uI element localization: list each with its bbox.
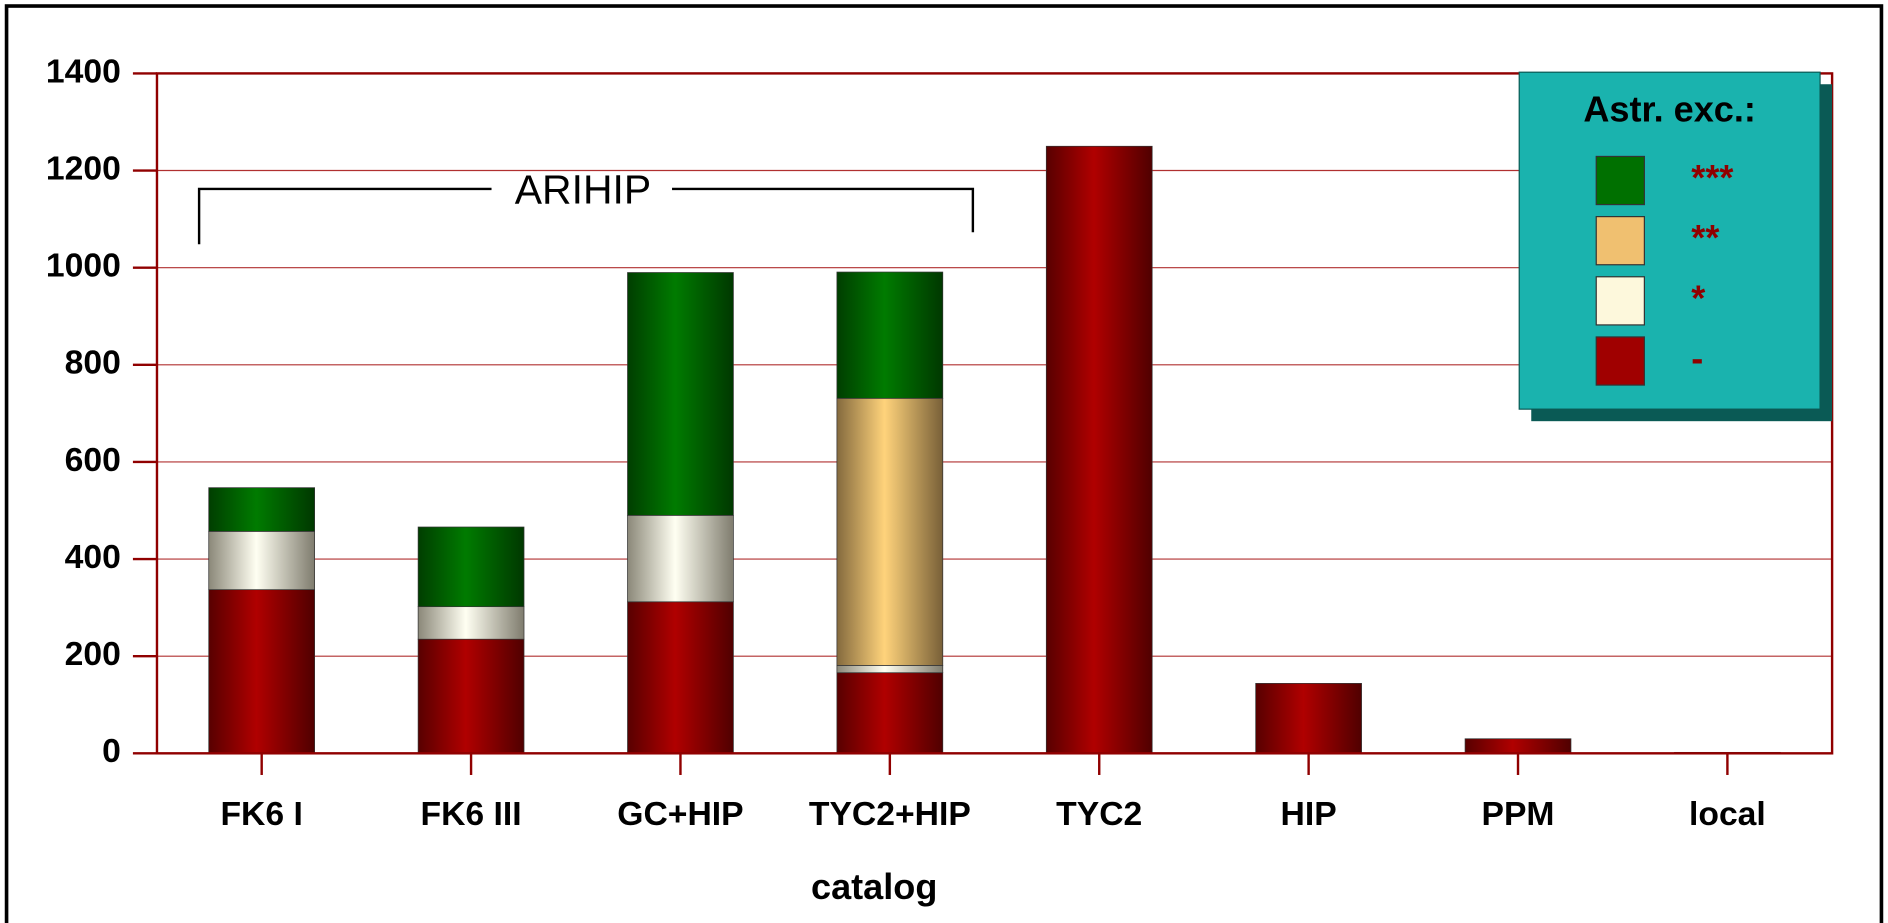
x-tick-label: FK6 I <box>220 796 302 833</box>
x-tick-label: PPM <box>1482 796 1555 833</box>
y-tick-label: 400 <box>65 539 121 576</box>
x-tick-label: FK6 III <box>421 796 522 833</box>
bar-segment <box>836 271 944 399</box>
bar-segment <box>1255 683 1362 754</box>
y-tick-label: 0 <box>102 733 121 770</box>
legend-swatch <box>1595 155 1645 206</box>
x-axis-label: catalog <box>811 866 937 907</box>
y-tick-label: 200 <box>65 636 121 673</box>
bar-segment <box>627 272 734 516</box>
bar-segment <box>417 606 525 640</box>
bar-segment <box>836 665 944 674</box>
x-tick-label: GC+HIP <box>617 796 743 833</box>
frame <box>4 4 1884 923</box>
x-tick-label: local <box>1689 796 1766 833</box>
bar-segment <box>627 601 734 754</box>
annotation: ARIHIP <box>515 166 651 212</box>
bar-segment <box>208 487 315 532</box>
bar-segment <box>1045 145 1153 754</box>
bar-segment <box>417 638 525 754</box>
bar-segment <box>417 526 525 608</box>
y-tick-label: 600 <box>65 442 121 479</box>
y-tick-label: 1400 <box>46 53 121 90</box>
x-tick-label: TYC2 <box>1056 796 1142 833</box>
legend-label: ** <box>1691 217 1720 258</box>
bar-segment <box>208 589 315 754</box>
y-tick-label: 1200 <box>46 150 121 187</box>
legend-label: *** <box>1691 157 1734 198</box>
legend-swatch <box>1595 276 1645 326</box>
bar-segment <box>836 397 944 666</box>
bracket <box>197 187 975 245</box>
legend-swatch <box>1595 336 1645 386</box>
x-tick-label: TYC2+HIP <box>809 796 971 833</box>
legend-title: Astr. exc.: <box>1583 88 1756 129</box>
x-tick-label: HIP <box>1281 796 1337 833</box>
y-tick-label: 800 <box>65 345 121 382</box>
bar-segment <box>627 514 734 603</box>
y-tick-label: 1000 <box>46 248 121 285</box>
legend-box <box>1518 71 1821 410</box>
bar-segment <box>208 531 315 591</box>
legend-swatch <box>1595 216 1645 266</box>
bar-segment <box>836 672 944 754</box>
bar-segment <box>1464 738 1572 754</box>
legend-label: * <box>1691 277 1706 318</box>
legend-label: - <box>1691 338 1703 379</box>
